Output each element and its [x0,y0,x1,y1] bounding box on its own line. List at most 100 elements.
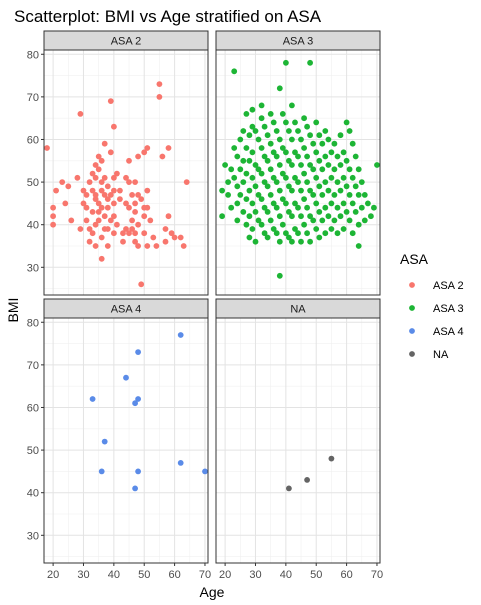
data-point [270,174,277,181]
data-point [240,128,247,134]
data-point [243,111,250,117]
data-point [101,140,108,147]
data-point [322,128,329,134]
data-point [98,179,105,186]
data-point [355,221,362,228]
data-point [95,166,102,173]
data-point [252,238,259,245]
facet-strip-label: ASA 2 [111,36,142,48]
facet-panel-asa-4: ASA 4 30 40 50 60 70 80 20 30 40 50 60 70 [27,298,211,581]
data-point [283,149,289,156]
data-point [95,153,102,160]
data-point [334,204,341,211]
data-point [301,115,307,122]
data-point [59,179,66,186]
data-point [243,221,250,228]
data-point [352,153,359,160]
data-point [62,200,69,207]
data-point [114,170,120,177]
data-point [83,217,90,224]
x-tick-label: 40 [108,569,120,581]
data-point [331,140,338,147]
data-point [138,196,145,203]
data-point [50,221,56,228]
data-point [147,217,154,224]
panel-background [44,50,208,295]
panel-background [216,50,380,295]
data-point [352,183,359,190]
y-tick-label: 80 [27,317,39,329]
data-point [237,166,244,173]
data-point [355,166,362,173]
data-point [132,209,139,215]
data-point [74,174,81,181]
panel-border [43,49,209,296]
data-point [307,59,313,66]
data-point [349,200,356,207]
data-point [135,153,142,160]
data-point [292,174,298,181]
data-point [165,213,172,220]
data-point [276,85,283,92]
data-point [98,157,105,164]
data-point [292,149,298,156]
data-point [307,213,313,220]
facet-panel-na: NA 20 30 40 50 60 70 [215,298,383,581]
data-point [120,238,126,245]
data-point [298,136,304,143]
data-point [101,192,108,198]
data-point [249,106,256,113]
data-point [162,226,169,232]
legend-label: NA [433,349,449,361]
y-axis-title: BMI [5,298,21,323]
data-point [310,166,317,173]
data-point [111,174,117,181]
x-tick-label: 70 [371,569,383,581]
data-point [141,230,148,237]
data-point [283,200,289,207]
legend-key [409,282,415,288]
data-point [322,153,329,160]
data-point [111,187,117,194]
data-point [114,221,120,228]
data-point [107,98,114,104]
data-point [286,234,292,241]
y-tick-label: 70 [27,92,39,104]
facet-panels: ASA 2 30 40 50 60 70 80 ASA 3 ASA 4 30 40 50 60 70 80 2… [27,30,383,581]
legend-key [409,328,415,334]
y-tick-label: 50 [27,177,39,189]
data-point [255,136,262,143]
data-point [153,243,160,249]
data-point [123,374,129,381]
data-point [177,234,184,241]
data-point [279,170,286,177]
data-point [328,200,335,207]
data-point [337,187,344,194]
data-point [328,174,335,181]
data-point [319,166,326,173]
data-point [279,111,286,117]
data-point [228,204,235,211]
data-point [346,166,353,173]
data-point [313,119,320,126]
data-point [313,200,320,207]
data-point [95,217,102,224]
data-point [252,209,259,215]
legend-label: ASA 4 [433,326,464,338]
data-point [325,162,332,168]
data-point [283,119,289,126]
data-point [126,157,132,164]
data-point [258,102,265,109]
data-point [98,187,105,194]
data-point [273,204,280,211]
y-tick-label: 60 [27,402,39,414]
data-point [183,179,190,186]
x-tick-label: 60 [340,569,352,581]
data-point [144,204,151,211]
data-point [129,226,136,232]
data-point [255,217,262,224]
chart-title: Scatterplot: BMI vs Age stratified on AS… [14,7,322,26]
panel-background [216,318,380,563]
data-point [89,396,96,402]
